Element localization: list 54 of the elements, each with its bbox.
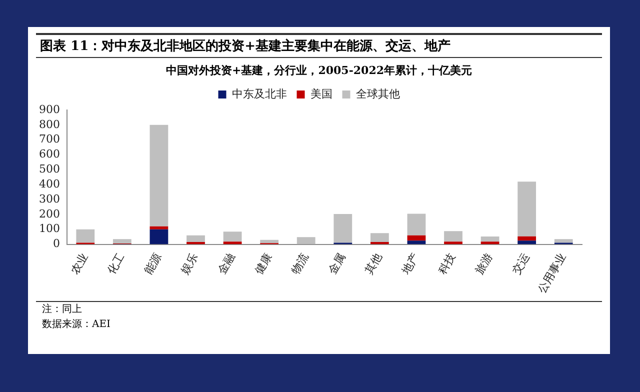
x-tick-label: 旅游 <box>472 251 496 277</box>
x-tick-label: 地产 <box>398 251 422 278</box>
x-tick-label: 金属 <box>326 251 348 277</box>
source-note: 数据来源：AEI <box>42 318 112 332</box>
bar <box>112 239 132 244</box>
x-tick-label: 物流 <box>288 251 312 277</box>
bar <box>407 214 426 236</box>
bar <box>407 240 426 244</box>
bar <box>260 240 279 244</box>
y-tick-label: 500 <box>38 162 60 176</box>
bar <box>223 232 242 242</box>
y-tick-label: 300 <box>38 192 60 206</box>
bar <box>518 182 536 236</box>
x-tick-label: 科技 <box>436 251 458 277</box>
bar <box>223 242 242 244</box>
x-tick-label: 交运 <box>510 251 532 277</box>
bar <box>150 124 168 226</box>
bar <box>480 242 500 244</box>
legend-label: 中东及北非 <box>232 87 287 100</box>
x-tick-label: 能源 <box>142 251 164 277</box>
y-tick-label: 400 <box>38 177 60 190</box>
legend-label: 全球其他 <box>356 87 400 100</box>
y-tick-label: 200 <box>38 207 60 220</box>
x-tick-label: 娱乐 <box>178 251 201 277</box>
bar <box>296 237 316 244</box>
chart-title: 图表 11：对中东及北非地区的投资+基建主要集中在能源、交运、地产 <box>36 33 602 58</box>
x-tick-label: 其他 <box>362 251 385 277</box>
y-tick-label: 900 <box>38 102 60 116</box>
bar <box>150 229 168 244</box>
bar <box>518 236 536 241</box>
x-tick-label: 农业 <box>68 251 90 277</box>
legend-label: 美国 <box>310 87 332 100</box>
y-tick-label: 0 <box>52 237 60 250</box>
bar <box>370 233 389 242</box>
bar <box>554 239 573 243</box>
bar <box>444 231 462 242</box>
y-tick-label: 800 <box>38 118 60 131</box>
bar <box>334 214 352 243</box>
x-tick-label: 公用事业 <box>535 251 569 296</box>
x-tick-label: 化工 <box>104 251 128 277</box>
bar <box>444 242 462 244</box>
bar <box>407 235 426 241</box>
x-tick-label: 健康 <box>252 251 274 277</box>
bar <box>186 235 205 242</box>
text: 注：同上 <box>42 302 83 317</box>
y-tick-label: 700 <box>38 132 60 146</box>
y-tick-label: 100 <box>38 222 60 236</box>
chart-subtitle: 中国对外投资+基建，分行业，2005-2022年累计，十亿美元 <box>164 63 473 78</box>
bar <box>518 240 536 244</box>
y-tick-label: 600 <box>38 148 60 161</box>
x-tick-label: 金融 <box>215 251 238 277</box>
bar <box>480 236 500 242</box>
bar <box>150 226 168 230</box>
bar <box>76 229 95 243</box>
